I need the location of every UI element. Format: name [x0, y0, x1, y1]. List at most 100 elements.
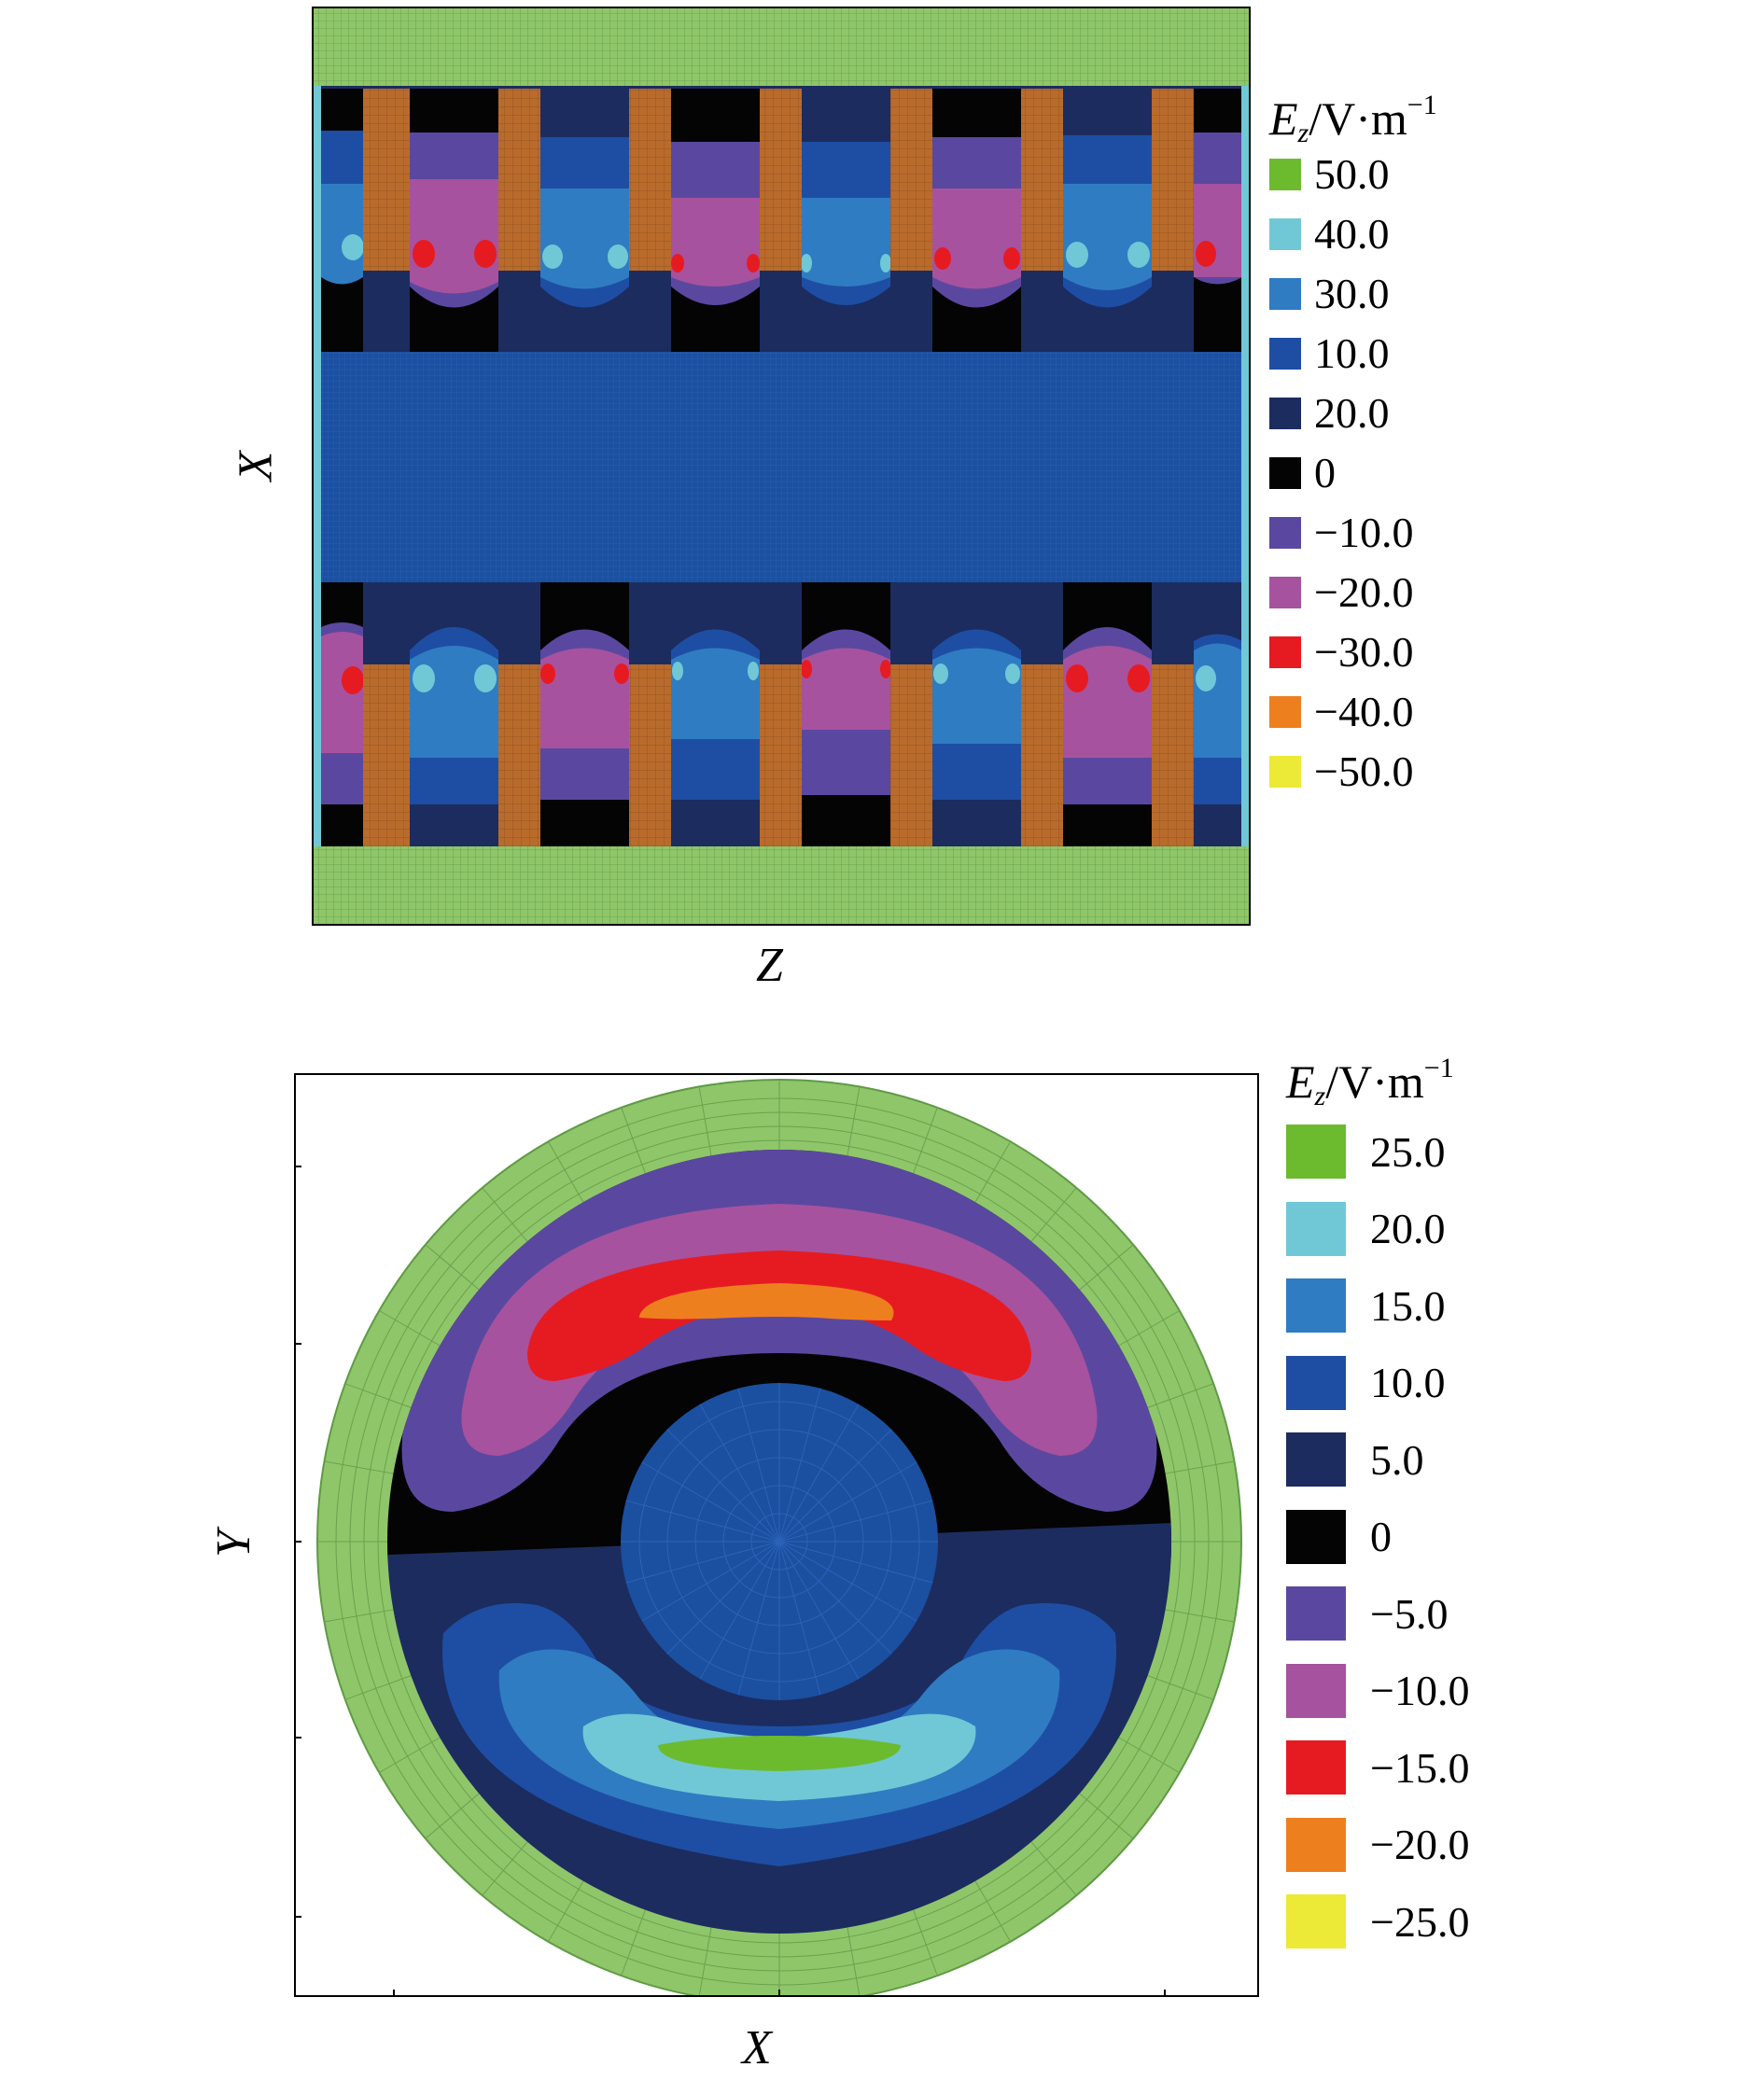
bottom-legend-item: −20.0 — [1286, 1817, 1470, 1872]
top-legend-item: 0 — [1269, 448, 1336, 497]
top-legend-item: 30.0 — [1269, 269, 1390, 318]
bottom-legend-item: 15.0 — [1286, 1278, 1446, 1333]
legend-swatch — [1286, 1894, 1346, 1948]
legend-swatch — [1286, 1817, 1346, 1872]
legend-value: −5.0 — [1370, 1589, 1449, 1638]
bottom-field-plot — [294, 1073, 1259, 1997]
legend-value: −20.0 — [1370, 1821, 1470, 1868]
top-legend-item: −20.0 — [1269, 567, 1413, 617]
legend-swatch — [1286, 1509, 1346, 1564]
legend-value: −30.0 — [1314, 628, 1414, 676]
legend-value: −25.0 — [1370, 1897, 1470, 1946]
bottom-legend-item: −5.0 — [1286, 1586, 1448, 1641]
upper-vanes — [363, 89, 1194, 271]
bottom-legend-item: −15.0 — [1286, 1740, 1469, 1795]
legend-swatch — [1269, 516, 1301, 549]
legend-swatch — [1269, 456, 1301, 489]
right-end-wall — [1241, 86, 1251, 846]
bottom-y-axis-label: Y — [206, 1530, 260, 1557]
legend-symbol: E — [1269, 92, 1298, 145]
legend-unit: /V·m — [1309, 92, 1407, 145]
band-plus-10 — [442, 1603, 1116, 1866]
band-plus-15 — [498, 1649, 1060, 1829]
ring-mesh — [317, 1080, 1241, 1997]
legend-swatch — [1269, 158, 1301, 190]
bottom-green-band — [312, 846, 1251, 926]
top-legend-title: Ez/V·m−1 — [1269, 91, 1437, 147]
top-x-axis-label: Z — [756, 939, 783, 992]
legend-value: 20.0 — [1314, 389, 1390, 437]
legend-swatch — [1269, 755, 1301, 788]
top-y-axis-label: X — [229, 451, 283, 482]
legend-value: 0 — [1370, 1513, 1392, 1560]
legend-value: 40.0 — [1314, 210, 1390, 258]
legend-swatch — [1269, 397, 1301, 429]
legend-value: −10.0 — [1370, 1667, 1470, 1714]
legend-value: −15.0 — [1370, 1743, 1470, 1792]
band-minus-5 — [401, 1150, 1157, 1512]
legend-swatch — [1269, 217, 1301, 250]
legend-value: −10.0 — [1314, 509, 1414, 556]
legend-value: 20.0 — [1370, 1205, 1446, 1252]
legend-swatch — [1286, 1586, 1346, 1641]
top-legend-item: 50.0 — [1269, 149, 1390, 199]
legend-swatch — [1286, 1201, 1346, 1256]
bottom-legend-item: 20.0 — [1286, 1201, 1446, 1256]
band-plus-25 — [658, 1736, 901, 1771]
legend-value: 0 — [1314, 449, 1336, 496]
bottom-legend-item: 5.0 — [1286, 1432, 1424, 1487]
legend-exponent: −1 — [1423, 1053, 1454, 1083]
legend-swatch — [1286, 1278, 1346, 1333]
top-legend-item: −30.0 — [1269, 627, 1413, 677]
bottom-legend-item: −10.0 — [1286, 1663, 1470, 1718]
central-beam-tunnel — [312, 352, 1251, 582]
lower-cells — [321, 582, 1242, 846]
legend-value: 5.0 — [1370, 1435, 1424, 1484]
top-legend-item: −50.0 — [1269, 747, 1413, 796]
legend-swatch — [1269, 635, 1301, 668]
band-minus-20 — [639, 1283, 894, 1320]
plot-frame — [312, 7, 1251, 926]
legend-swatch — [1269, 337, 1301, 370]
legend-value: 25.0 — [1370, 1127, 1446, 1176]
bottom-legend-item: 0 — [1286, 1509, 1392, 1564]
bottom-legend-item: 25.0 — [1286, 1124, 1446, 1179]
top-legend-item: −40.0 — [1269, 687, 1413, 736]
legend-value: 30.0 — [1314, 270, 1390, 317]
left-end-wall — [312, 86, 321, 846]
legend-swatch — [1269, 576, 1301, 608]
bottom-x-axis-label: X — [742, 2021, 772, 2074]
legend-value: −20.0 — [1314, 568, 1414, 616]
legend-swatch — [1269, 277, 1301, 310]
legend-value: 15.0 — [1370, 1281, 1446, 1330]
top-legend-item: 40.0 — [1269, 209, 1390, 258]
legend-swatch — [1286, 1432, 1346, 1487]
legend-subscript: z — [1314, 1081, 1326, 1111]
legend-swatch — [1286, 1355, 1346, 1410]
top-field-plot — [312, 7, 1251, 926]
legend-value: 50.0 — [1314, 150, 1390, 198]
legend-swatch — [1286, 1124, 1346, 1179]
legend-value: −50.0 — [1314, 747, 1414, 795]
top-legend-item: −10.0 — [1269, 508, 1413, 557]
plot-frame — [294, 1073, 1259, 1997]
legend-subscript: z — [1297, 118, 1309, 148]
legend-value: 10.0 — [1370, 1359, 1446, 1406]
legend-unit: /V·m — [1325, 1055, 1424, 1108]
band-minus-10 — [461, 1204, 1098, 1456]
top-legend-item: 20.0 — [1269, 388, 1390, 438]
bottom-legend-item: −25.0 — [1286, 1894, 1469, 1948]
legend-swatch — [1286, 1663, 1346, 1718]
tunnel-mesh — [621, 1383, 938, 1700]
legend-symbol: E — [1286, 1055, 1315, 1108]
bottom-legend-title: Ez/V·m−1 — [1286, 1054, 1454, 1110]
top-legend: Ez/V·m−1 50.0 40.0 30.0 10.0 20.0 0 −10.0 −20.0… — [1269, 91, 1437, 795]
legend-value: 10.0 — [1314, 329, 1390, 377]
legend-value: −40.0 — [1314, 688, 1414, 735]
top-legend-item: 10.0 — [1269, 328, 1390, 378]
bottom-legend-item: 10.0 — [1286, 1355, 1446, 1410]
upper-cells — [321, 89, 1242, 353]
legend-swatch — [1269, 695, 1301, 728]
top-green-band — [312, 7, 1251, 86]
band-minus-15 — [527, 1250, 1031, 1381]
